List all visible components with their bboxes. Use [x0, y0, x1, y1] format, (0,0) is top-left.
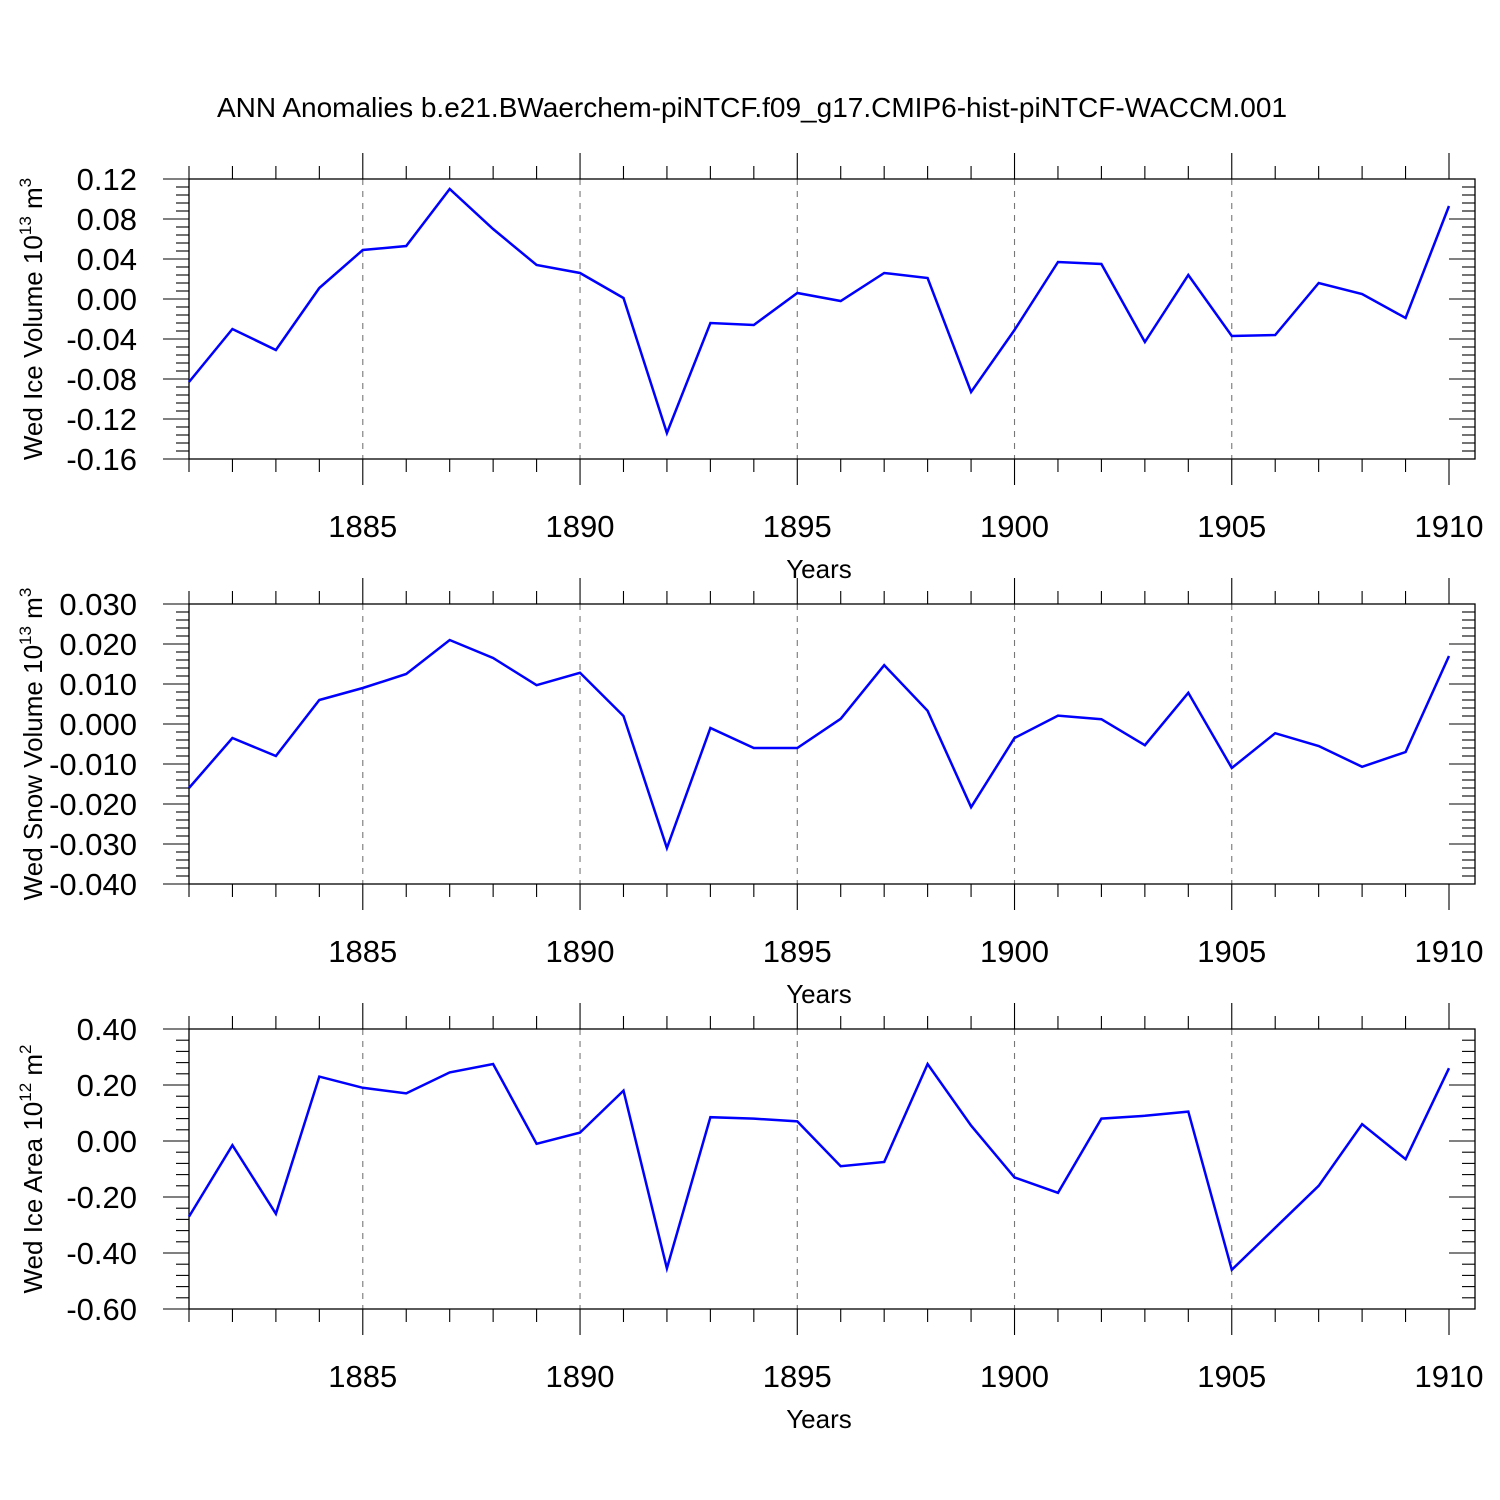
x-tick-label: 1885	[328, 1359, 397, 1394]
x-tick-label: 1890	[546, 934, 615, 969]
chart-title: ANN Anomalies b.e21.BWaerchem-piNTCF.f09…	[217, 92, 1287, 123]
x-tick-label: 1900	[980, 509, 1049, 544]
y-tick-label: 0.020	[59, 627, 137, 662]
y-tick-label: 0.20	[77, 1068, 137, 1103]
y-tick-label: -0.04	[66, 322, 137, 357]
panels: 0.12 0.08 0.04 0.00 -0.04 -0.08 -0.12 -0.16 1885…	[16, 153, 1483, 1434]
y-tick-label: -0.60	[66, 1292, 137, 1327]
x-tick-label: 1890	[546, 1359, 615, 1394]
x-axis-label: Years	[786, 1404, 852, 1434]
y-tick-label: -0.040	[49, 867, 137, 902]
y-tick-label: -0.12	[66, 402, 137, 437]
y-tick-label: -0.020	[49, 787, 137, 822]
x-tick-label: 1895	[763, 934, 832, 969]
y-tick-label: -0.16	[66, 442, 137, 477]
panel-2: 0.030 0.020 0.010 0.000 -0.010 -0.020 -0.030 -0…	[16, 578, 1483, 1009]
x-tick-label: 1905	[1197, 1359, 1266, 1394]
y-axis-label: Wed Snow Volume 1013 m3	[16, 588, 48, 901]
x-tick-label: 1895	[763, 509, 832, 544]
y-tick-label: 0.030	[59, 587, 137, 622]
y-tick-label: 0.00	[77, 282, 137, 317]
y-tick-label: -0.010	[49, 747, 137, 782]
y-tick-label: -0.030	[49, 827, 137, 862]
y-tick-label: 0.04	[77, 242, 137, 277]
x-tick-label: 1910	[1415, 1359, 1484, 1394]
series-line	[188, 638, 1451, 852]
x-tick-label: 1900	[980, 934, 1049, 969]
plot-frame	[188, 1028, 1476, 1310]
y-tick-label: 0.000	[59, 707, 137, 742]
x-tick-label: 1895	[763, 1359, 832, 1394]
y-tick-label: -0.40	[66, 1236, 137, 1271]
x-tick-label: 1910	[1415, 934, 1484, 969]
x-tick-label: 1885	[328, 934, 397, 969]
plot-frame	[188, 603, 1476, 885]
plot-frame	[188, 178, 1476, 460]
x-tick-label: 1885	[328, 509, 397, 544]
x-axis-label: Years	[786, 979, 852, 1009]
series-line	[188, 187, 1451, 437]
x-tick-label: 1910	[1415, 509, 1484, 544]
series-line	[187, 1061, 1451, 1274]
y-axis-label: Wed Ice Volume 1013 m3	[16, 178, 48, 460]
y-tick-label: 0.00	[77, 1124, 137, 1159]
y-tick-label: -0.08	[66, 362, 137, 397]
x-axis-label: Years	[786, 554, 852, 584]
y-tick-label: 0.010	[59, 667, 137, 702]
x-tick-label: 1905	[1197, 509, 1266, 544]
panel-3: 0.40 0.20 0.00 -0.20 -0.40 -0.60 1885 1890 1895 1…	[16, 1003, 1483, 1434]
x-tick-label: 1890	[546, 509, 615, 544]
y-axis-label: Wed Ice Area 1012 m2	[16, 1044, 48, 1293]
panel-1: 0.12 0.08 0.04 0.00 -0.04 -0.08 -0.12 -0.16 1885…	[16, 153, 1483, 584]
x-tick-label: 1905	[1197, 934, 1266, 969]
x-tick-label: 1900	[980, 1359, 1049, 1394]
y-tick-label: 0.12	[77, 162, 137, 197]
y-tick-label: 0.40	[77, 1012, 137, 1047]
y-tick-label: 0.08	[77, 202, 137, 237]
y-tick-label: -0.20	[66, 1180, 137, 1215]
